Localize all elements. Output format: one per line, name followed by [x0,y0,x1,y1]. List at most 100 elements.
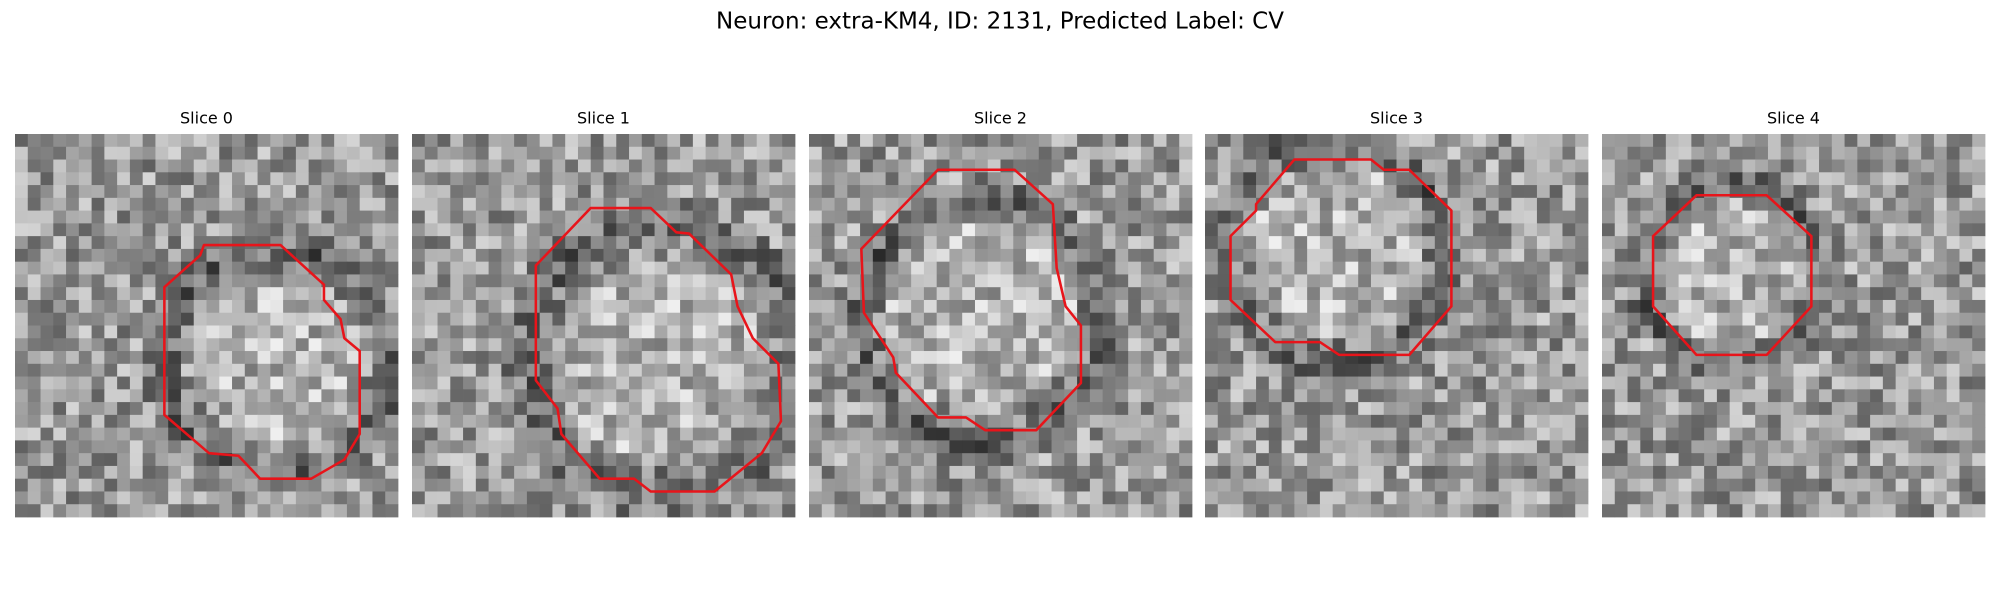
image-pixel [257,223,271,237]
image-pixel [321,414,335,429]
image-pixel [1819,504,1833,518]
image-pixel [1358,172,1372,186]
image-pixel [718,376,732,390]
image-pixel [743,299,758,314]
image-pixel [987,312,1001,326]
image-pixel [1819,185,1833,199]
image-pixel [1933,287,1948,301]
image-pixel [1819,414,1833,429]
image-pixel [1665,172,1679,186]
image-pixel [1819,159,1833,173]
image-pixel [1447,491,1461,505]
image-pixel [552,478,566,492]
image-pixel [1678,287,1692,301]
image-pixel [1614,440,1628,454]
image-pixel [1678,414,1692,429]
image-pixel [53,287,67,301]
image-pixel [1064,491,1078,505]
image-pixel [1767,248,1782,263]
image-pixel [1281,299,1295,314]
image-pixel [1345,478,1359,492]
image-pixel [488,261,502,275]
image-pixel [629,338,643,352]
image-pixel [244,274,258,288]
image-pixel [15,236,29,250]
image-pixel [705,223,719,237]
image-pixel [295,414,310,429]
image-pixel [1102,159,1116,173]
image-pixel [1946,197,1960,211]
image-pixel [1857,414,1871,429]
image-pixel [1665,376,1679,390]
image-pixel [1549,363,1563,377]
image-pixel [295,312,310,326]
image-pixel [1678,223,1692,237]
image-pixel [1895,185,1909,199]
image-pixel [66,210,80,224]
image-pixel [1140,159,1155,173]
image-pixel [641,159,655,173]
image-pixel [949,172,963,186]
image-pixel [1882,287,1897,301]
image-pixel [219,159,233,173]
image-pixel [1972,236,1986,250]
image-pixel [1294,185,1308,199]
image-pixel [1230,414,1244,429]
image-pixel [412,363,426,377]
image-pixel [756,427,770,441]
image-pixel [1281,504,1295,518]
image-pixel [385,491,399,505]
image-pixel [180,274,195,288]
image-pixel [1434,159,1448,173]
image-pixel [1767,427,1782,441]
image-pixel [552,440,566,454]
image-pixel [680,376,694,390]
image-pixel [1857,261,1871,275]
image-pixel [705,159,719,173]
image-pixel [821,363,835,377]
image-pixel [590,287,604,301]
image-pixel [1959,453,1973,467]
image-pixel [1549,440,1563,454]
image-pixel [809,440,823,454]
image-pixel [616,248,630,263]
image-pixel [667,414,681,429]
image-pixel [654,134,668,148]
image-pixel [1485,159,1500,173]
image-pixel [168,414,182,429]
image-pixel [898,185,912,199]
image-pixel [1921,440,1935,454]
image-pixel [1447,504,1461,518]
image-pixel [359,427,373,441]
image-pixel [372,223,386,237]
image-pixel [692,299,707,314]
image-pixel [437,197,451,211]
image-pixel [962,172,976,186]
image-pixel [743,402,758,416]
image-pixel [1536,134,1551,148]
image-pixel [1498,491,1512,505]
image-pixel [743,248,758,263]
image-pixel [1780,478,1794,492]
image-pixel [1358,210,1372,224]
image-pixel [193,351,207,365]
image-pixel [1460,299,1474,314]
image-pixel [1549,248,1563,263]
image-pixel [1153,287,1167,301]
image-pixel [1870,299,1884,314]
image-pixel [872,312,886,326]
image-pixel [821,351,835,365]
image-pixel [1026,223,1040,237]
image-pixel [1870,248,1884,263]
image-pixel [15,427,29,441]
image-pixel [1780,402,1794,416]
image-pixel [1383,261,1397,275]
image-pixel [1716,197,1731,211]
image-pixel [1294,491,1308,505]
image-pixel [1946,274,1960,288]
image-pixel [731,172,745,186]
image-pixel [193,453,207,467]
image-pixel [1678,236,1692,250]
image-pixel [1013,351,1027,365]
image-pixel [1742,491,1756,505]
